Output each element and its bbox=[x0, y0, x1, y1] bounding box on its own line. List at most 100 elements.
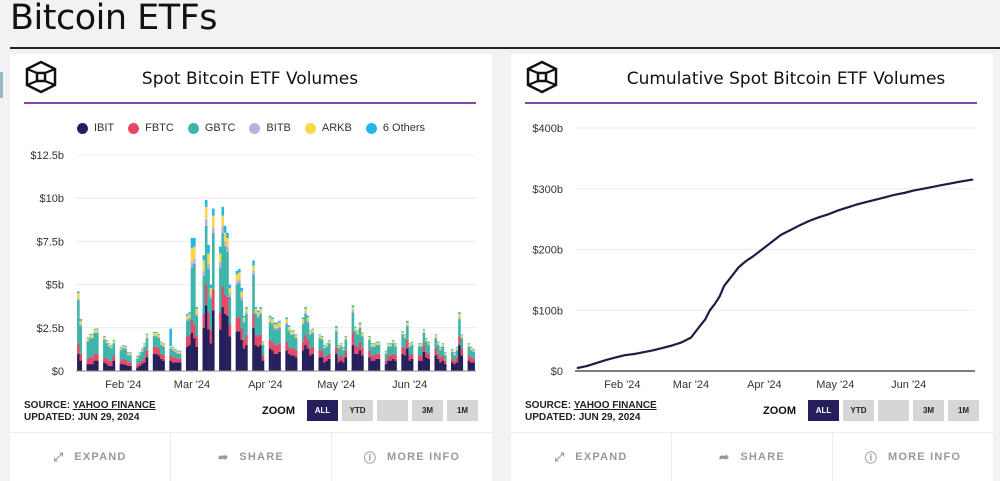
legend-item-bitb[interactable]: BITB bbox=[249, 122, 291, 134]
bar-segment-fbtc bbox=[472, 358, 475, 363]
bar-stack bbox=[86, 337, 90, 371]
bar-segment-fbtc bbox=[327, 353, 331, 359]
source-link[interactable]: YAHOO FINANCE bbox=[573, 400, 657, 411]
bar-stack bbox=[219, 246, 222, 371]
bar-segment-bitb bbox=[384, 352, 388, 354]
bar-segment-arkb bbox=[273, 324, 277, 328]
zoom-ytd-button[interactable]: YTD bbox=[342, 400, 373, 421]
side-tab-handle[interactable] bbox=[0, 72, 3, 98]
bar-segment-bitb bbox=[110, 347, 113, 349]
legend-item-gbtc[interactable]: GBTC bbox=[187, 122, 235, 134]
bar-segment-bitb bbox=[93, 332, 97, 333]
bar-segment-6-others bbox=[325, 343, 329, 345]
volumes-bar-chart[interactable]: $0 $2.5b $5b $7.5b $10b $12.5b Feb '24 Mar '24 A… bbox=[10, 54, 492, 399]
bar-segment-arkb bbox=[370, 344, 374, 346]
zoom-1m-button[interactable]: 1M bbox=[948, 400, 979, 421]
bar-segment-6-others bbox=[458, 312, 461, 314]
bar-segment-ibit bbox=[384, 364, 388, 371]
legend-item-others[interactable]: 6 Others bbox=[365, 122, 425, 134]
zoom-1m-button[interactable]: 1M bbox=[447, 400, 478, 421]
zoom-ytd-button[interactable]: YTD bbox=[843, 400, 874, 421]
bar-segment-gbtc bbox=[335, 331, 338, 347]
bar-segment-bitb bbox=[401, 333, 404, 335]
bar-segment-6-others bbox=[472, 348, 475, 350]
bar-segment-bitb bbox=[105, 342, 109, 344]
data-point bbox=[737, 266, 740, 269]
bar-segment-ibit bbox=[171, 362, 175, 371]
bar-segment-bitb bbox=[436, 344, 440, 346]
bar-stack bbox=[370, 343, 374, 371]
zoom-all-button[interactable]: ALL bbox=[808, 400, 839, 421]
bar-segment-bitb bbox=[171, 349, 175, 351]
zoom-blank-button[interactable] bbox=[377, 400, 408, 421]
bar-segment-6-others bbox=[420, 343, 423, 345]
zoom-3m-button[interactable]: 3M bbox=[412, 400, 443, 421]
bar-segment-gbtc bbox=[86, 341, 90, 359]
bar-segment-6-others bbox=[353, 326, 357, 328]
bar-segment-fbtc bbox=[375, 353, 378, 359]
expand-button[interactable]: ⤢ EXPAND bbox=[10, 433, 171, 481]
bar-segment-ibit bbox=[152, 353, 156, 371]
bar-segment-fbtc bbox=[152, 346, 156, 354]
bar-segment-ibit bbox=[275, 353, 279, 371]
legend-item-ibit[interactable]: IBIT bbox=[76, 122, 114, 134]
bar-segment-6-others bbox=[375, 341, 378, 343]
bar-stack bbox=[337, 345, 341, 371]
data-point bbox=[704, 318, 706, 321]
bar-segment-arkb bbox=[245, 308, 248, 313]
bar-segment-bitb bbox=[292, 333, 296, 335]
share-button[interactable]: ➦ SHARE bbox=[672, 433, 833, 481]
bar-segment-ibit bbox=[443, 364, 447, 371]
data-point bbox=[633, 353, 635, 355]
bar-segment-ibit bbox=[235, 331, 239, 371]
bar-segment-bitb bbox=[86, 340, 90, 342]
bar-segment-ibit bbox=[327, 358, 331, 371]
more-info-button[interactable]: ⓘ MORE INFO bbox=[332, 433, 492, 481]
data-point bbox=[959, 180, 962, 183]
bar-segment-ibit bbox=[292, 355, 296, 371]
bar-segment-6-others bbox=[287, 325, 291, 327]
expand-button[interactable]: ⤢ EXPAND bbox=[511, 433, 672, 481]
bar-segment-bitb bbox=[122, 347, 125, 349]
bar-stack bbox=[467, 343, 471, 371]
source-link[interactable]: YAHOO FINANCE bbox=[72, 400, 156, 411]
bar-segment-bitb bbox=[403, 337, 407, 339]
share-label: SHARE bbox=[740, 451, 785, 463]
bar-segment-ibit bbox=[472, 362, 475, 371]
bar-stack bbox=[235, 270, 239, 371]
bar-segment-arkb bbox=[145, 334, 149, 338]
bar-segment-ibit bbox=[219, 329, 222, 371]
bar-segment-bitb bbox=[309, 333, 312, 335]
bar-segment-arkb bbox=[176, 351, 180, 353]
legend-item-fbtc[interactable]: FBTC bbox=[128, 122, 174, 134]
bar-stack bbox=[223, 225, 227, 371]
zoom-3m-button[interactable]: 3M bbox=[913, 400, 944, 421]
bar-segment-bitb bbox=[275, 327, 279, 330]
cumulative-line-chart[interactable]: $0 $100b $200b $300b $400b Feb '24 Mar '24 Apr … bbox=[511, 54, 993, 399]
bar-segment-fbtc bbox=[193, 324, 196, 339]
bar-segment-gbtc bbox=[353, 331, 357, 346]
bar-segment-fbtc bbox=[384, 360, 388, 365]
bar-segment-fbtc bbox=[339, 355, 343, 361]
bar-segment-bitb bbox=[77, 298, 80, 301]
bar-segment-6-others bbox=[112, 339, 116, 341]
bar-segment-fbtc bbox=[337, 357, 341, 363]
data-point bbox=[732, 273, 735, 275]
bar-segment-arkb bbox=[375, 342, 378, 345]
zoom-all-button[interactable]: ALL bbox=[307, 400, 338, 421]
zoom-blank-button[interactable] bbox=[878, 400, 909, 421]
share-button[interactable]: ➦ SHARE bbox=[171, 433, 332, 481]
bar-segment-fbtc bbox=[245, 334, 248, 346]
bar-segment-ibit bbox=[417, 360, 421, 371]
bar-stack bbox=[377, 341, 381, 371]
more-info-button[interactable]: ⓘ MORE INFO bbox=[833, 433, 993, 481]
bar-segment-bitb bbox=[155, 335, 158, 337]
bar-segment-gbtc bbox=[162, 346, 165, 356]
bar-segment-arkb bbox=[209, 288, 213, 295]
bar-segment-ibit bbox=[309, 355, 312, 371]
bar-segment-6-others bbox=[318, 334, 322, 336]
legend-item-arkb[interactable]: ARKB bbox=[304, 122, 352, 134]
bar-stack bbox=[138, 352, 142, 371]
bar-segment-ibit bbox=[185, 346, 189, 371]
bar-segment-ibit bbox=[306, 348, 310, 371]
